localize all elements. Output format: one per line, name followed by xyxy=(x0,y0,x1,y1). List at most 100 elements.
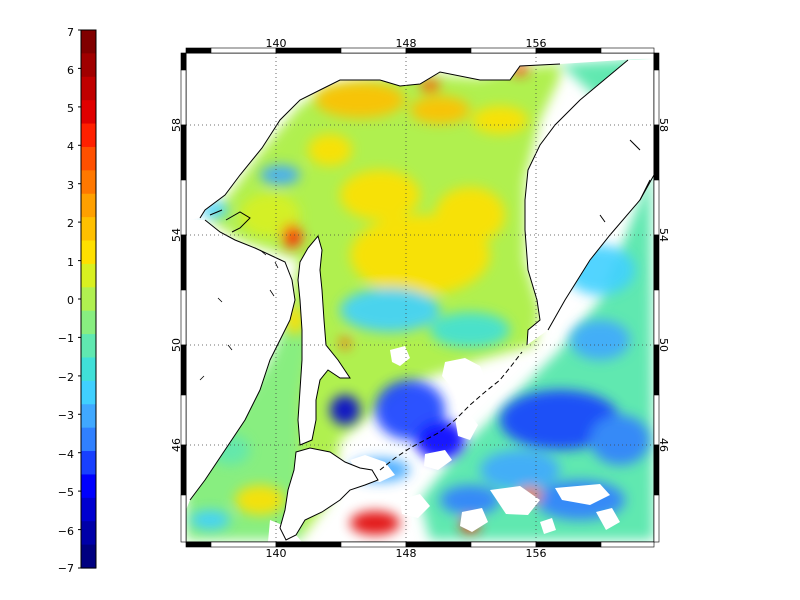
colorbar-swatch xyxy=(81,497,96,522)
frame-segment xyxy=(653,234,660,291)
colorbar-label-4: 4 xyxy=(67,140,74,153)
colorbar-label-3: 3 xyxy=(67,179,74,192)
data-gap xyxy=(490,486,540,515)
colorbar-swatch xyxy=(81,53,96,78)
hot-spot xyxy=(420,80,440,92)
data-gap xyxy=(442,358,486,392)
hot-spot xyxy=(282,224,302,248)
colorbar-swatch xyxy=(81,427,96,452)
cool-patch xyxy=(430,312,510,348)
colorbar-label-0: 0 xyxy=(67,294,74,307)
coastline-north xyxy=(199,63,561,219)
colorbar-swatch xyxy=(81,357,96,382)
warm-patch xyxy=(410,96,470,124)
coastline-hokkaido xyxy=(279,447,379,541)
right-lat-labels: 58 54 50 46 xyxy=(657,118,670,452)
colorbar-swatch xyxy=(81,123,96,148)
cool-patch xyxy=(190,510,230,530)
colorbar-label-minus-4: −4 xyxy=(58,448,74,461)
data-gap xyxy=(455,414,478,440)
colorbar-label-6: 6 xyxy=(67,64,74,77)
top-lon-label-156: 156 xyxy=(526,37,547,50)
data-gap xyxy=(540,518,556,534)
warm-patch xyxy=(308,134,352,166)
colorbar-label-minus-7: −7 xyxy=(58,562,74,575)
siberia-north-coast xyxy=(186,53,654,220)
colorbar-swatch xyxy=(81,146,96,171)
data-gap xyxy=(390,346,410,366)
frame-segments xyxy=(180,47,660,548)
colorbar-swatches xyxy=(81,30,96,569)
island-fragment xyxy=(259,249,267,256)
bottom-lon-label-148: 148 xyxy=(396,547,417,560)
small-islands xyxy=(199,249,279,381)
frame-segment xyxy=(653,444,660,496)
frame-segment xyxy=(180,494,187,543)
colorbar-swatch xyxy=(81,287,96,312)
coastline-fragment xyxy=(629,139,641,151)
data-gap xyxy=(400,494,430,518)
colorbar-label-minus-6: −6 xyxy=(58,525,74,538)
top-lon-label-140: 140 xyxy=(266,37,287,50)
sakhalin xyxy=(298,236,350,445)
coastline-fragment xyxy=(639,179,651,201)
data-gap xyxy=(596,508,620,530)
island-fragment xyxy=(227,344,233,351)
japan-sea-base xyxy=(186,300,310,540)
coastline-mainland xyxy=(189,219,296,501)
colorbar-label-minus-5: −5 xyxy=(58,486,74,499)
colorbar-label-2: 2 xyxy=(67,217,74,230)
colorbar-label-minus-2: −2 xyxy=(58,371,74,384)
colorbar-swatch xyxy=(81,380,96,405)
colorbar-label-7: 7 xyxy=(67,26,74,39)
warm-patch xyxy=(340,170,420,220)
colorbar-swatch xyxy=(81,521,96,546)
hot-spot xyxy=(350,511,400,535)
colorbar-swatch xyxy=(81,100,96,125)
bottom-lon-label-156: 156 xyxy=(526,547,547,560)
land xyxy=(186,53,654,542)
right-lat-label-58: 58 xyxy=(657,118,670,132)
colorbar-swatch xyxy=(81,193,96,218)
coastline-fragment xyxy=(209,209,223,216)
island-fragment xyxy=(274,261,279,269)
cold-patch xyxy=(415,420,465,460)
cool-patch xyxy=(480,450,560,490)
frame-segment xyxy=(180,179,187,236)
top-lon-label-148: 148 xyxy=(396,37,417,50)
frame-segment xyxy=(180,52,187,71)
data-gap xyxy=(630,62,654,110)
data-gap xyxy=(424,450,452,470)
data-gap xyxy=(555,484,610,505)
colorbar-labels: 7 6 5 4 3 2 1 0 −1 −2 −3 −4 −5 −6 −7 xyxy=(58,26,74,575)
data-gap xyxy=(460,508,488,532)
warm-patch xyxy=(472,106,528,134)
left-lat-labels: 58 54 50 46 xyxy=(170,118,183,452)
colorbar-swatch xyxy=(81,310,96,335)
coastline-sakhalin xyxy=(297,234,351,446)
warm-patch xyxy=(240,193,300,237)
colorbar-swatch xyxy=(81,544,96,569)
left-lat-label-50: 50 xyxy=(170,338,183,352)
frame-segment xyxy=(600,47,655,54)
frame-segment xyxy=(653,124,660,181)
island-fragment xyxy=(199,375,205,381)
right-lat-label-46: 46 xyxy=(657,438,670,452)
frame-segment xyxy=(600,541,655,548)
frame-segment xyxy=(653,179,660,236)
map-frame xyxy=(180,47,660,548)
data-gap xyxy=(350,455,395,482)
kamchatka xyxy=(186,53,654,345)
colorbar: 7 6 5 4 3 2 1 0 −1 −2 −3 −4 −5 −6 −7 xyxy=(58,26,97,575)
coastline-fragment xyxy=(599,214,606,223)
colorbar-swatch xyxy=(81,474,96,499)
cool-patch xyxy=(570,320,630,360)
frame-segment xyxy=(180,234,187,291)
colorbar-label-minus-1: −1 xyxy=(58,332,74,345)
coastline-kamchatka-west xyxy=(524,59,629,346)
frame-segment xyxy=(185,541,212,548)
frame-segment xyxy=(653,344,660,396)
frame-segment xyxy=(185,47,212,54)
graticule xyxy=(186,53,654,542)
